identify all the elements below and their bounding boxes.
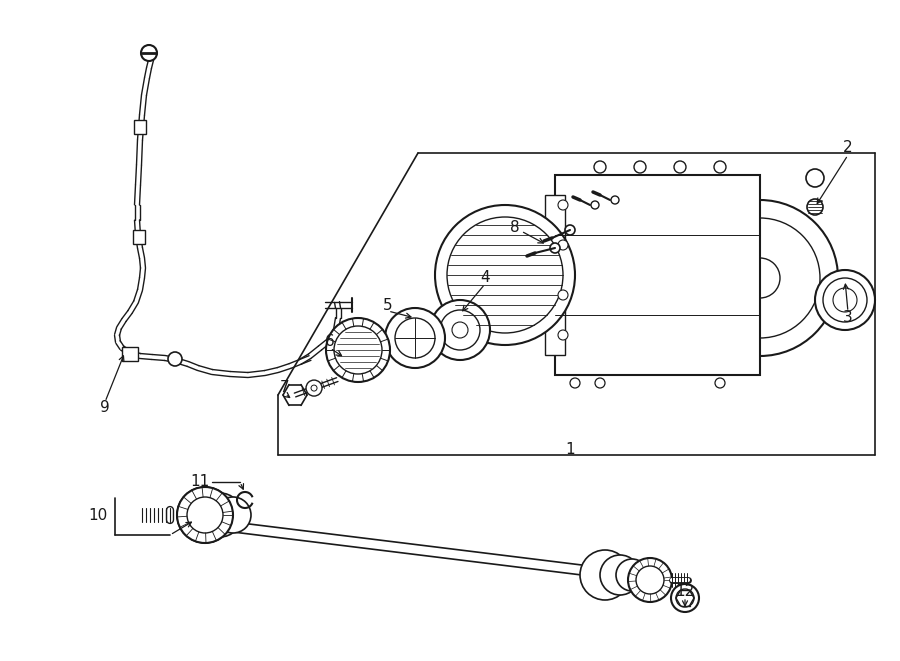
Bar	[545, 195, 565, 355]
Circle shape	[395, 318, 435, 358]
Bar	[122, 347, 138, 361]
Circle shape	[628, 558, 672, 602]
Circle shape	[435, 205, 575, 345]
Circle shape	[177, 487, 233, 543]
Bar	[133, 230, 145, 244]
Circle shape	[141, 45, 157, 61]
Text: 4: 4	[481, 270, 490, 286]
Circle shape	[326, 318, 390, 382]
Circle shape	[715, 378, 725, 388]
Circle shape	[385, 308, 445, 368]
Circle shape	[700, 218, 820, 338]
Circle shape	[558, 240, 568, 250]
Text: 8: 8	[510, 221, 520, 235]
Circle shape	[558, 200, 568, 210]
Circle shape	[600, 555, 640, 595]
Text: 6: 6	[325, 334, 335, 350]
Circle shape	[187, 497, 223, 533]
Text: 10: 10	[88, 508, 108, 522]
Circle shape	[177, 487, 233, 543]
Text: 12: 12	[675, 584, 695, 600]
Circle shape	[616, 559, 648, 591]
Circle shape	[580, 550, 630, 600]
Circle shape	[440, 310, 480, 350]
Circle shape	[550, 243, 560, 253]
Circle shape	[334, 326, 382, 374]
Circle shape	[595, 378, 605, 388]
Circle shape	[674, 161, 686, 173]
Circle shape	[671, 584, 699, 612]
Text: 9: 9	[100, 401, 110, 416]
Circle shape	[815, 270, 875, 330]
Text: 2: 2	[843, 141, 853, 155]
Circle shape	[591, 201, 599, 209]
Circle shape	[676, 589, 694, 607]
Circle shape	[215, 497, 251, 533]
Text: 5: 5	[383, 297, 392, 313]
Circle shape	[714, 161, 726, 173]
Circle shape	[311, 385, 317, 391]
Circle shape	[807, 199, 823, 215]
Circle shape	[558, 290, 568, 300]
Circle shape	[740, 258, 780, 298]
Circle shape	[452, 322, 468, 338]
Circle shape	[833, 288, 857, 312]
Circle shape	[198, 493, 242, 537]
Bar	[555, 175, 760, 375]
Circle shape	[806, 169, 824, 187]
Circle shape	[565, 225, 575, 235]
Circle shape	[558, 330, 568, 340]
Circle shape	[682, 200, 838, 356]
Text: 1: 1	[565, 442, 575, 457]
Circle shape	[168, 352, 182, 366]
Circle shape	[594, 161, 606, 173]
Text: 3: 3	[843, 311, 853, 325]
Circle shape	[823, 278, 867, 322]
Circle shape	[634, 161, 646, 173]
Text: 7: 7	[280, 381, 290, 395]
Text: 11: 11	[191, 475, 210, 490]
Circle shape	[570, 378, 580, 388]
Circle shape	[611, 196, 619, 204]
Circle shape	[447, 217, 563, 333]
Circle shape	[306, 380, 322, 396]
Circle shape	[430, 300, 490, 360]
Bar	[134, 120, 146, 134]
Circle shape	[636, 566, 664, 594]
